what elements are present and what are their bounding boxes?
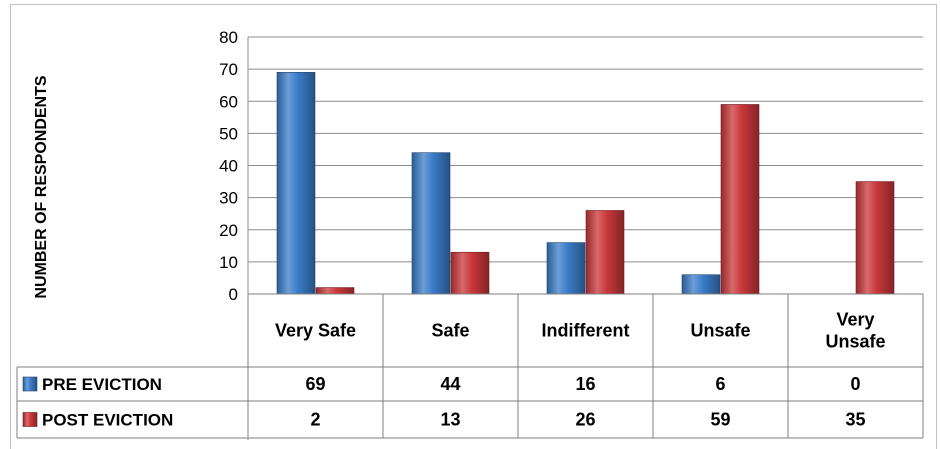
chart-frame [10,4,937,449]
legend-key [22,376,38,392]
y-axis-title: NUMBER OF RESPONDENTS [33,75,50,298]
data-label: 44 [440,374,460,394]
x-category-label: Very Unsafe [825,310,885,352]
data-label: 2 [310,410,320,430]
data-label: 69 [305,374,325,394]
data-label: 59 [710,410,730,430]
y-tick-label: 80 [219,28,238,47]
y-tick-label: 60 [219,92,238,111]
bar [450,251,490,295]
y-tick-label: 40 [219,157,238,176]
data-label: 16 [575,374,595,394]
y-tick-label: 20 [219,221,238,240]
y-tick-label: 50 [219,124,238,143]
data-label: 6 [715,374,725,394]
data-label: 0 [850,374,860,394]
data-label: 35 [845,410,865,430]
y-tick-label: 10 [219,253,238,272]
bar [681,274,721,295]
bar [855,181,895,295]
x-category-label: Safe [431,321,469,341]
bar [411,152,451,295]
data-label: 13 [440,410,460,430]
bar [585,210,625,295]
legend-key [22,412,38,427]
x-category-label: Very Safe [275,321,356,341]
bar [276,72,316,295]
data-label: 26 [575,410,595,430]
y-tick-label: 0 [229,285,238,304]
bar [315,287,355,295]
legend-series-name: PRE EVICTION [42,375,162,394]
y-tick-label: 70 [219,60,238,79]
bar [546,242,586,295]
legend-series-name: POST EVICTION [42,411,173,430]
bar [720,104,760,295]
x-category-label: Unsafe [690,321,750,341]
y-tick-label: 30 [219,189,238,208]
x-category-label: Indifferent [542,321,630,341]
